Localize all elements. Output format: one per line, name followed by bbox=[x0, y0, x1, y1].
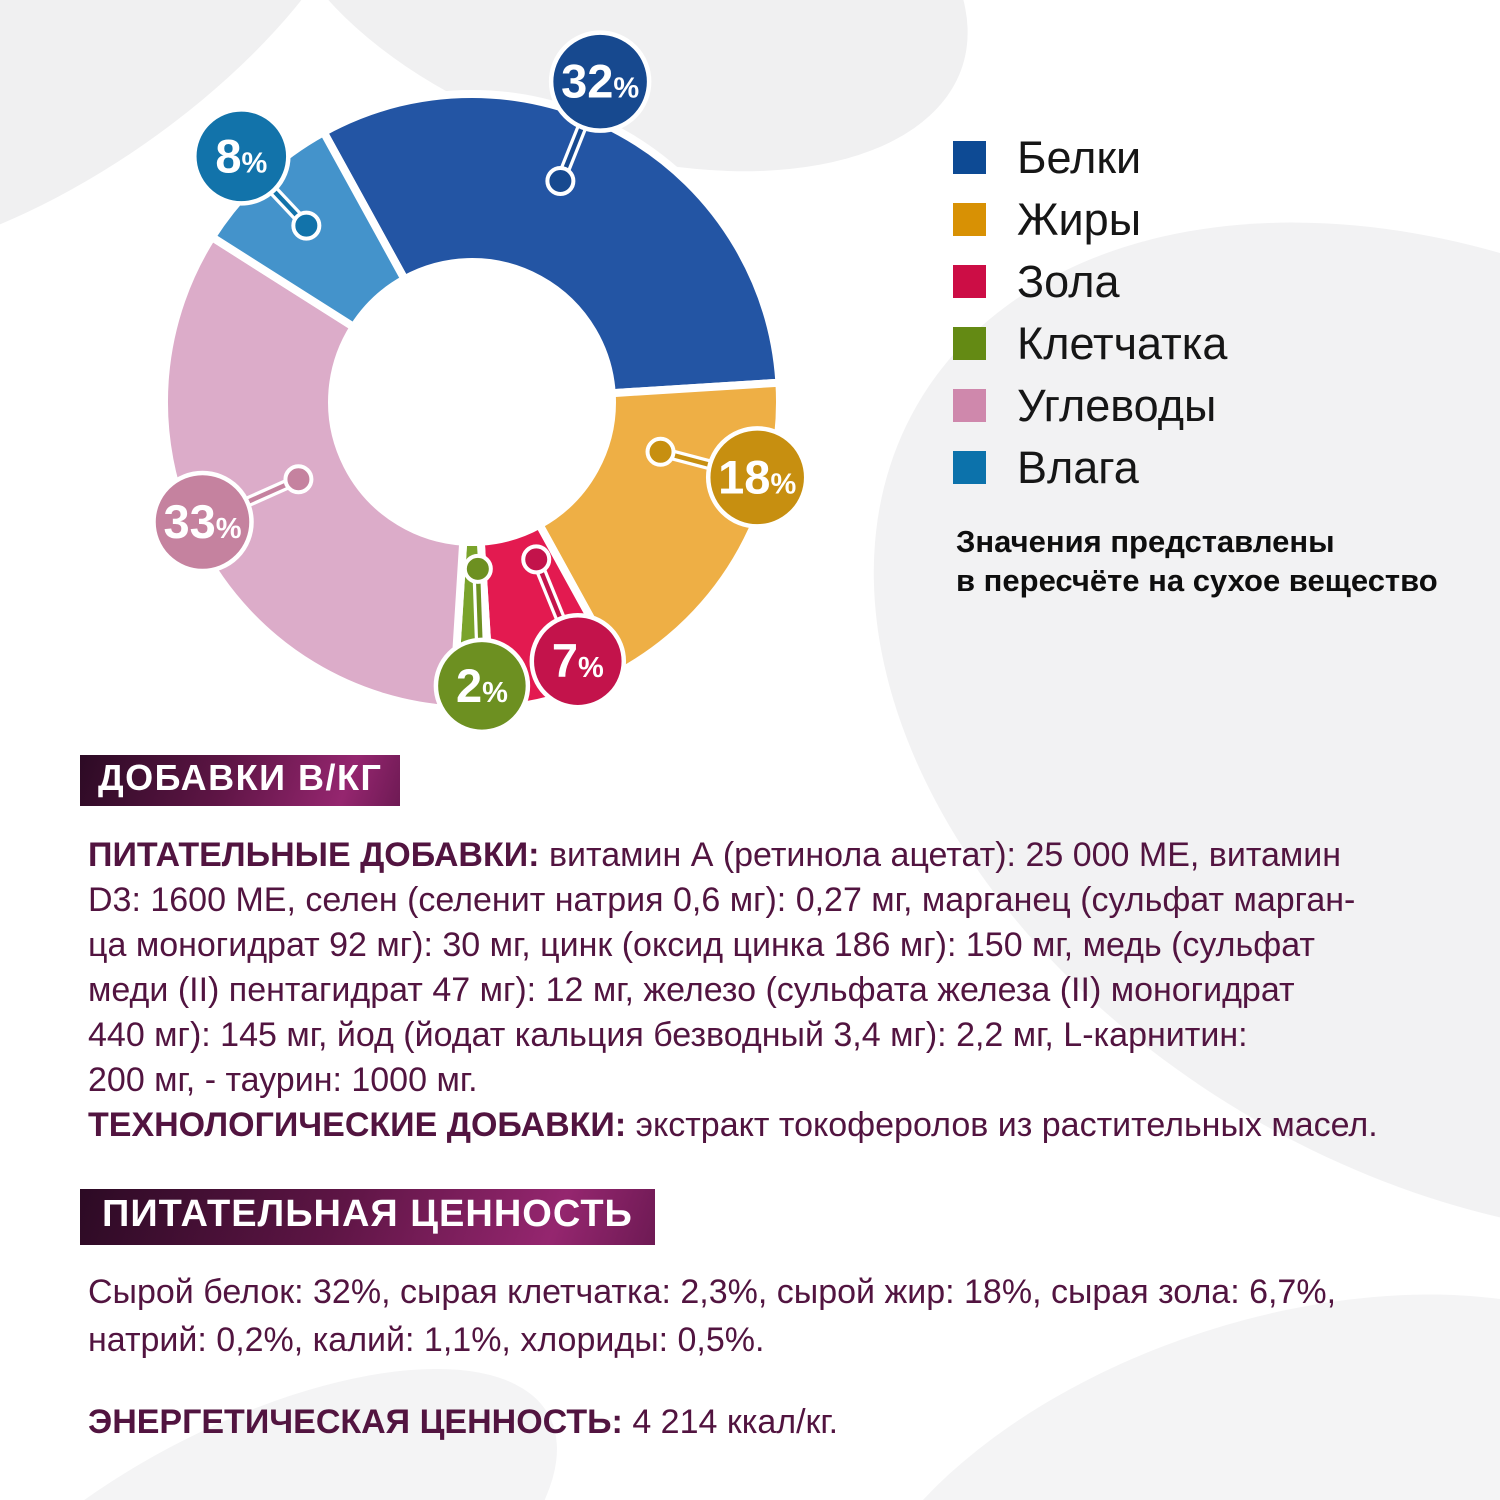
legend-swatch bbox=[953, 265, 986, 298]
percent-badge bbox=[151, 470, 254, 574]
legend-label: Зола bbox=[1017, 256, 1120, 307]
legend-item: Влага bbox=[953, 442, 1227, 493]
percent-badges: 32% 18% 7% 2% 33% 8% bbox=[151, 30, 809, 735]
legend-note: Значения представлены в пересчёте на сух… bbox=[956, 522, 1438, 600]
energy-value: 4 214 ккал/кг. bbox=[632, 1403, 839, 1441]
legend-item: Жиры bbox=[953, 194, 1227, 245]
percent-badge-label: 7% bbox=[552, 634, 604, 687]
donut-chart: 32% 18% 7% 2% 33% 8% bbox=[151, 30, 809, 735]
callout-dot bbox=[645, 436, 676, 467]
legend-item: Белки bbox=[953, 132, 1227, 183]
nutrition-line: натрий: 0,2%, калий: 1,1%, хлориды: 0,5%… bbox=[88, 1321, 765, 1359]
percent-badge-label: 2% bbox=[456, 659, 508, 712]
additives-line: меди (II) пентагидрат 47 мг): 12 мг, жел… bbox=[88, 971, 1295, 1009]
percent-badge-label: 18% bbox=[718, 450, 796, 503]
additives-line: ПИТАТЕЛЬНЫЕ ДОБАВКИ: витамин А (ретинола… bbox=[88, 833, 1378, 878]
percent-badge bbox=[433, 637, 531, 735]
additives-line-text: витамин А (ретинола ацетат): 25 000 МЕ, … bbox=[548, 836, 1342, 874]
additives-line: ТЕХНОЛОГИЧЕСКИЕ ДОБАВКИ: экстракт токофе… bbox=[88, 1103, 1378, 1148]
legend-note-line: в пересчёте на сухое вещество bbox=[956, 563, 1438, 598]
nutrition-value-text: Сырой белок: 32%, сырая клетчатка: 2,3%,… bbox=[88, 1268, 1336, 1364]
energy-label: ЭНЕРГЕТИЧЕСКАЯ ЦЕННОСТЬ: bbox=[88, 1403, 623, 1441]
percent-badge bbox=[548, 30, 652, 133]
donut-slice-1 bbox=[319, 90, 784, 398]
callout-dot bbox=[521, 544, 552, 575]
callout-dot bbox=[283, 464, 314, 495]
callout-dot bbox=[545, 166, 576, 197]
percent-badge bbox=[529, 612, 627, 710]
legend-swatch bbox=[953, 451, 986, 484]
additives-line: 200 мг, - таурин: 1000 мг. bbox=[88, 1061, 478, 1099]
nutritional-additives-label: ПИТАТЕЛЬНЫЕ ДОБАВКИ: bbox=[88, 836, 540, 874]
percent-badge-label: 8% bbox=[215, 129, 267, 182]
legend-label: Белки bbox=[1017, 132, 1142, 183]
legend-label: Углеводы bbox=[1017, 380, 1217, 431]
percent-badge-label: 32% bbox=[561, 55, 639, 108]
additives-line: ца моногидрат 92 мг): 30 мг, цинк (оксид… bbox=[88, 926, 1315, 964]
additives-line: D3: 1600 МЕ, селен (селенит натрия 0,6 м… bbox=[88, 881, 1356, 919]
additives-text: ПИТАТЕЛЬНЫЕ ДОБАВКИ: витамин А (ретинола… bbox=[88, 833, 1378, 1148]
legend-swatch bbox=[953, 203, 986, 236]
additives-line-text: экстракт токоферолов из растительных мас… bbox=[635, 1106, 1378, 1144]
legend-swatch bbox=[953, 389, 986, 422]
legend-item: Углеводы bbox=[953, 380, 1227, 431]
donut-slice-5 bbox=[159, 233, 468, 714]
legend-swatch bbox=[953, 141, 986, 174]
nutrition-line: Сырой белок: 32%, сырая клетчатка: 2,3%,… bbox=[88, 1273, 1337, 1311]
legend-note-line: Значения представлены bbox=[956, 524, 1335, 559]
chart-legend: Белки Жиры Зола Клетчатка Углеводы Влага bbox=[953, 132, 1228, 493]
energy-value-line: ЭНЕРГЕТИЧЕСКАЯ ЦЕННОСТЬ: 4 214 ккал/кг. bbox=[88, 1403, 838, 1442]
legend-item: Зола bbox=[953, 256, 1227, 307]
percent-badge bbox=[192, 107, 291, 206]
callout-dot bbox=[291, 210, 322, 241]
legend-label: Клетчатка bbox=[1017, 318, 1228, 369]
legend-label: Жиры bbox=[1017, 194, 1142, 245]
percent-badge-label: 33% bbox=[163, 495, 241, 548]
legend-swatch bbox=[953, 327, 986, 360]
nutrition-value-heading: ПИТАТЕЛЬНАЯ ЦЕННОСТЬ bbox=[80, 1189, 655, 1245]
additives-line: 440 мг): 145 мг, йод (йодат кальция безв… bbox=[88, 1016, 1248, 1054]
technological-additives-label: ТЕХНОЛОГИЧЕСКИЕ ДОБАВКИ: bbox=[88, 1106, 627, 1144]
legend-label: Влага bbox=[1017, 442, 1139, 493]
percent-badge bbox=[705, 426, 809, 529]
legend-item: Клетчатка bbox=[953, 318, 1228, 369]
callout-dot bbox=[462, 553, 493, 584]
additives-heading: ДОБАВКИ В/КГ bbox=[80, 755, 401, 806]
